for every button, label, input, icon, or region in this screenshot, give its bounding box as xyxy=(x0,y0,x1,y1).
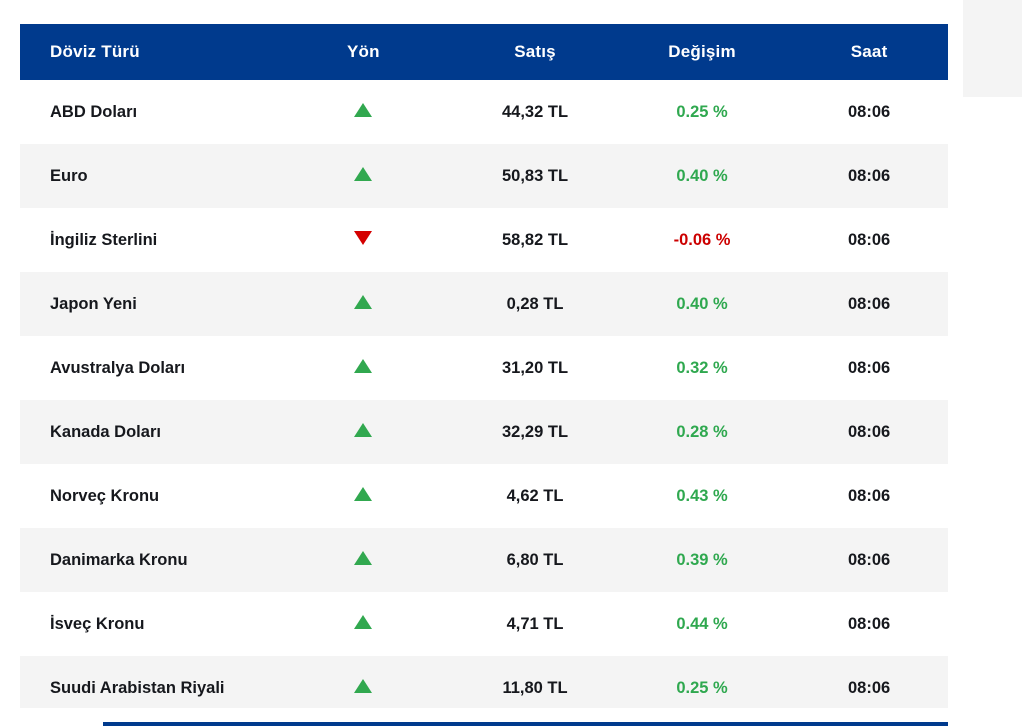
arrow-up-icon xyxy=(354,550,373,565)
currency-name: Norveç Kronu xyxy=(50,486,160,505)
direction-cell xyxy=(271,422,457,442)
currency-name: Avustralya Doları xyxy=(50,358,186,377)
adjacent-panel-fragment xyxy=(963,0,1022,97)
change-value: 0.32 % xyxy=(676,358,728,377)
arrow-down-icon xyxy=(354,230,373,245)
price-value: 50,83 TL xyxy=(501,166,569,185)
table-row: Kanada Doları 32,29 TL 0.28 % 08:06 xyxy=(20,400,948,464)
time-value: 08:06 xyxy=(847,550,891,569)
column-header-time: Saat xyxy=(850,42,888,61)
table-row: Japon Yeni 0,28 TL 0.40 % 08:06 xyxy=(20,272,948,336)
change-value: 0.28 % xyxy=(676,422,728,441)
currency-name: Danimarka Kronu xyxy=(50,550,188,569)
currency-name: ABD Doları xyxy=(50,102,138,121)
time-value: 08:06 xyxy=(847,294,891,313)
table-row: Euro 50,83 TL 0.40 % 08:06 xyxy=(20,144,948,208)
next-table-header-partial xyxy=(103,722,948,726)
direction-cell xyxy=(271,294,457,314)
price-value: 6,80 TL xyxy=(506,550,564,569)
arrow-up-icon xyxy=(354,294,373,309)
time-value: 08:06 xyxy=(847,486,891,505)
change-value: -0.06 % xyxy=(673,230,731,249)
currency-name: Japon Yeni xyxy=(50,294,137,313)
price-value: 31,20 TL xyxy=(501,358,569,377)
arrow-up-icon xyxy=(354,166,373,181)
currency-name: Kanada Doları xyxy=(50,422,161,441)
arrow-up-icon xyxy=(354,614,373,629)
direction-cell xyxy=(271,166,457,186)
table-row: İngiliz Sterlini 58,82 TL -0.06 % 08:06 xyxy=(20,208,948,272)
change-value: 0.25 % xyxy=(676,102,728,121)
table-row: İsveç Kronu 4,71 TL 0.44 % 08:06 xyxy=(20,592,948,656)
price-value: 11,80 TL xyxy=(502,678,568,697)
arrow-up-icon xyxy=(354,422,373,437)
direction-cell xyxy=(271,678,457,698)
time-value: 08:06 xyxy=(847,358,891,377)
change-value: 0.25 % xyxy=(676,678,728,697)
arrow-up-icon xyxy=(354,486,373,501)
change-value: 0.40 % xyxy=(676,294,728,313)
table-row: ABD Doları 44,32 TL 0.25 % 08:06 xyxy=(20,80,948,144)
price-value: 44,32 TL xyxy=(501,102,569,121)
currency-name: İngiliz Sterlini xyxy=(50,230,158,249)
arrow-up-icon xyxy=(354,358,373,373)
change-value: 0.39 % xyxy=(676,550,728,569)
table-row: Suudi Arabistan Riyali 11,80 TL 0.25 % 0… xyxy=(20,656,948,708)
time-value: 08:06 xyxy=(847,422,891,441)
table-row: Avustralya Doları 31,20 TL 0.32 % 08:06 xyxy=(20,336,948,400)
change-value: 0.44 % xyxy=(676,614,728,633)
change-value: 0.40 % xyxy=(676,166,728,185)
table-row: Danimarka Kronu 6,80 TL 0.39 % 08:06 xyxy=(20,528,948,592)
time-value: 08:06 xyxy=(847,166,891,185)
price-value: 58,82 TL xyxy=(501,230,569,249)
time-value: 08:06 xyxy=(847,230,891,249)
currency-name: Euro xyxy=(50,166,88,185)
change-value: 0.43 % xyxy=(676,486,728,505)
currency-name: Suudi Arabistan Riyali xyxy=(50,678,225,697)
price-value: 0,28 TL xyxy=(506,294,564,313)
table-row: Norveç Kronu 4,62 TL 0.43 % 08:06 xyxy=(20,464,948,528)
price-value: 32,29 TL xyxy=(501,422,569,441)
direction-cell xyxy=(271,358,457,378)
direction-cell xyxy=(271,550,457,570)
column-header-direction: Yön xyxy=(346,42,380,61)
price-value: 4,71 TL xyxy=(506,614,564,633)
column-header-change: Değişim xyxy=(668,42,736,61)
currency-rates-table: Döviz Türü Yön Satış Değişim Saat ABD Do… xyxy=(20,24,948,708)
time-value: 08:06 xyxy=(847,678,891,697)
direction-cell xyxy=(271,614,457,634)
table-body: ABD Doları 44,32 TL 0.25 % 08:06 Euro 50… xyxy=(20,80,948,708)
time-value: 08:06 xyxy=(847,614,891,633)
arrow-up-icon xyxy=(354,678,373,693)
column-header-price: Satış xyxy=(514,42,556,61)
direction-cell xyxy=(271,230,457,250)
arrow-up-icon xyxy=(354,102,373,117)
direction-cell xyxy=(271,486,457,506)
table-header-row: Döviz Türü Yön Satış Değişim Saat xyxy=(20,24,948,80)
currency-name: İsveç Kronu xyxy=(50,614,145,633)
direction-cell xyxy=(271,102,457,122)
column-header-currency: Döviz Türü xyxy=(50,42,140,61)
price-value: 4,62 TL xyxy=(506,486,564,505)
time-value: 08:06 xyxy=(847,102,891,121)
